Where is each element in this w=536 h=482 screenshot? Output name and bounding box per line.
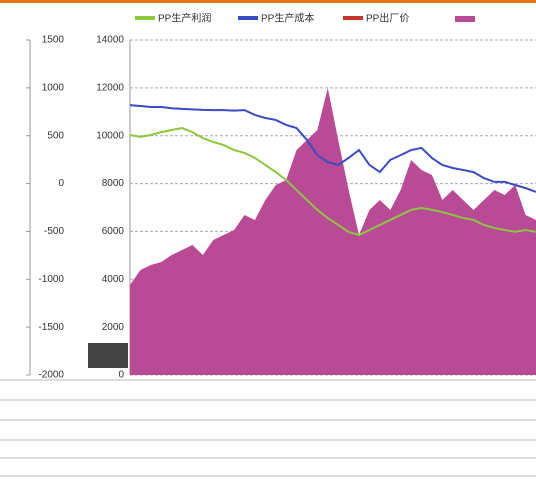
line xyxy=(129,127,536,237)
top-bar xyxy=(0,0,536,3)
y-tick-label: 0 xyxy=(118,370,124,381)
legend-label: PP生产利润 xyxy=(158,12,211,25)
y-tick-label: 12000 xyxy=(96,82,124,93)
legend-swatch xyxy=(343,16,363,20)
legend-label: PP生产成本 xyxy=(261,12,314,25)
y-tick-label: 2000 xyxy=(102,322,125,333)
block xyxy=(88,343,128,368)
legend-label: PP出厂价 xyxy=(366,12,409,25)
legend-swatch xyxy=(135,16,155,20)
y2-tick-label: 500 xyxy=(47,130,64,141)
legend-swatch xyxy=(455,16,475,22)
y-tick-label: 4000 xyxy=(102,274,125,285)
table xyxy=(0,379,536,477)
y2-tick-label: 0 xyxy=(58,178,64,189)
y-tick-label: 6000 xyxy=(102,226,125,237)
y2-tick-label: -2000 xyxy=(38,370,64,381)
line xyxy=(129,104,536,193)
y-tick-label: 8000 xyxy=(102,178,125,189)
y2-tick-label: -500 xyxy=(44,226,64,237)
y2-tick-label: 1500 xyxy=(42,35,65,46)
y2-tick-label: -1500 xyxy=(38,322,64,333)
y2-tick-label: -1000 xyxy=(38,274,64,285)
y-tick-label: 10000 xyxy=(96,130,124,141)
area xyxy=(130,87,536,376)
y2-tick-label: 1000 xyxy=(42,82,65,93)
y-tick-label: 14000 xyxy=(96,35,124,46)
legend-swatch xyxy=(238,16,258,20)
